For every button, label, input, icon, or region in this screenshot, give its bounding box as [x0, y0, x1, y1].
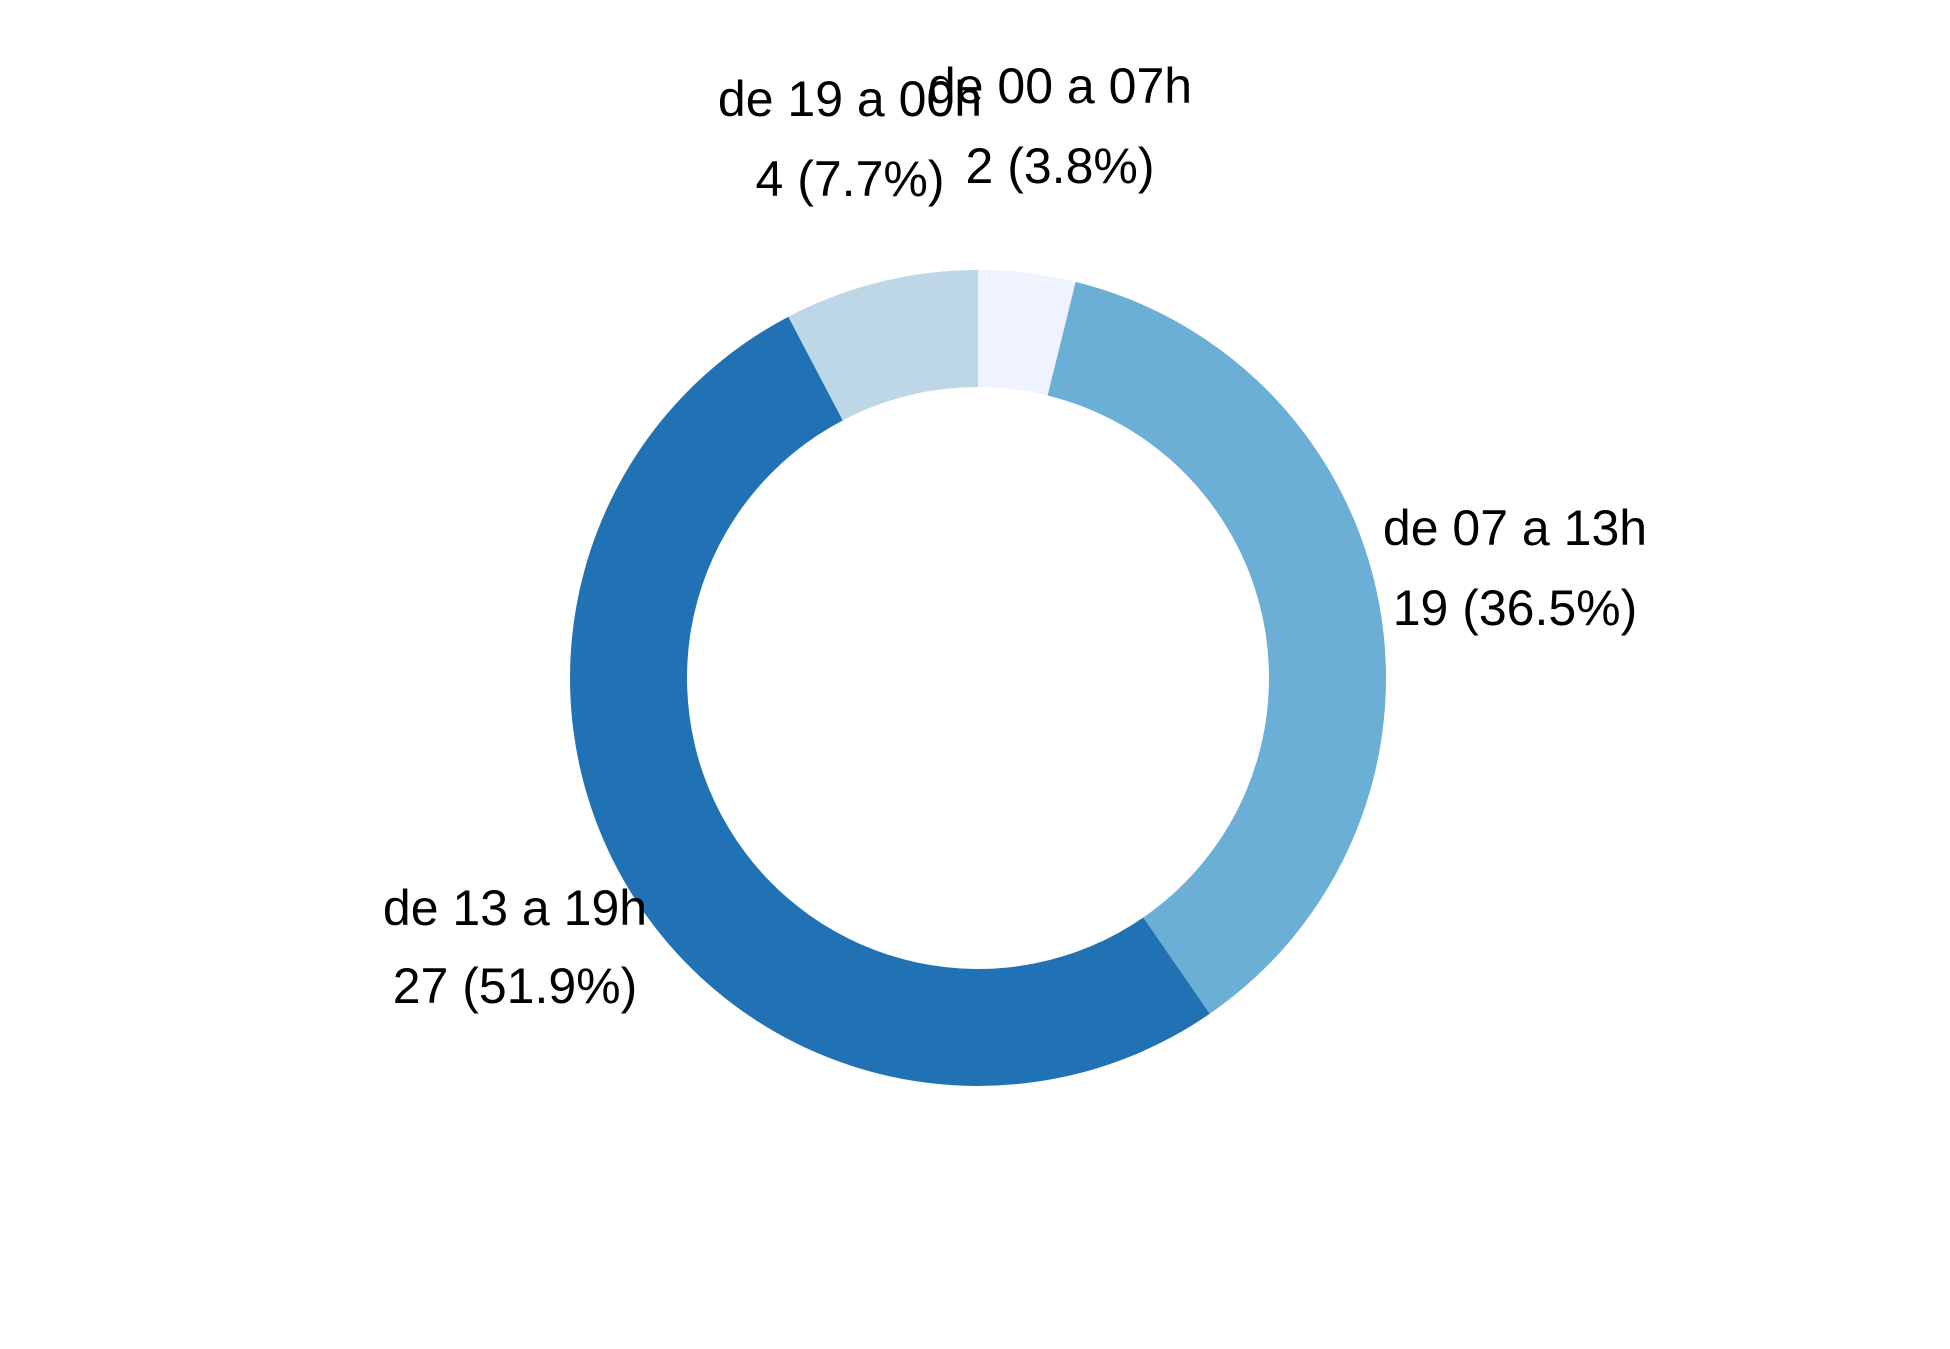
slice-labels: de 00 a 07h 2 (3.8%) de 07 a 13h 19 (36.5%)…: [383, 58, 1647, 1014]
donut-slice-2: [1047, 281, 1387, 1014]
slice-category-label: de 13 a 19h: [383, 880, 647, 936]
slice-value-label: 19 (36.5%): [1393, 580, 1638, 636]
slice-category-label: de 07 a 13h: [1383, 500, 1647, 556]
slice-category-label: de 19 a 00h: [718, 71, 982, 127]
donut-slices: [570, 270, 1387, 1086]
donut-slice-4: [788, 270, 978, 421]
slice-category-label: de 00 a 07h: [928, 58, 1192, 114]
slice-value-label: 27 (51.9%): [393, 958, 638, 1014]
slice-value-label: 2 (3.8%): [966, 138, 1155, 194]
donut-slice-3: [570, 316, 1210, 1086]
donut-slice-1: [978, 270, 1076, 396]
slice-value-label: 4 (7.7%): [756, 151, 945, 207]
